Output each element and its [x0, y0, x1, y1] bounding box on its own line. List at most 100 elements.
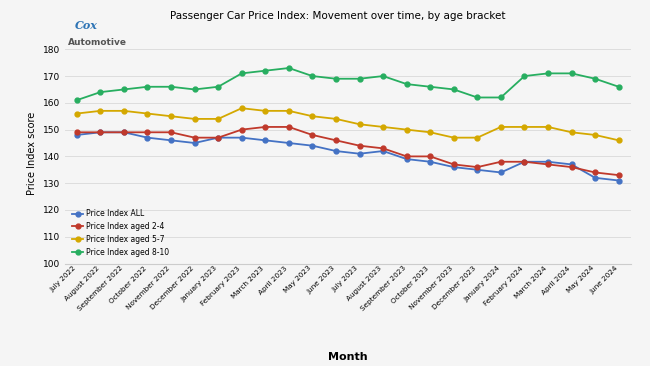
- Price Index ALL: [615, 178, 623, 183]
- Price Index aged 2-4: [544, 162, 552, 167]
- Price Index aged 2-4: [567, 165, 575, 169]
- Price Index aged 5-7: [403, 127, 411, 132]
- Price Index ALL: [426, 160, 434, 164]
- Price Index aged 5-7: [615, 138, 623, 142]
- Text: Passenger Car Price Index: Movement over time, by age bracket: Passenger Car Price Index: Movement over…: [170, 11, 506, 21]
- Price Index aged 8-10: [567, 71, 575, 75]
- Price Index aged 5-7: [285, 109, 292, 113]
- Price Index aged 2-4: [73, 130, 81, 134]
- Price Index aged 2-4: [473, 165, 481, 169]
- Price Index aged 2-4: [426, 154, 434, 158]
- Price Index aged 5-7: [567, 130, 575, 134]
- Price Index ALL: [214, 135, 222, 140]
- Price Index ALL: [285, 141, 292, 145]
- Price Index ALL: [356, 152, 363, 156]
- Price Index aged 5-7: [473, 135, 481, 140]
- Price Index aged 2-4: [167, 130, 175, 134]
- Price Index aged 8-10: [450, 87, 458, 92]
- Price Index ALL: [450, 165, 458, 169]
- Price Index aged 8-10: [144, 85, 151, 89]
- Price Index aged 8-10: [73, 98, 81, 102]
- Price Index ALL: [379, 149, 387, 153]
- Price Index ALL: [190, 141, 198, 145]
- Y-axis label: Price Index score: Price Index score: [27, 112, 37, 195]
- Price Index aged 8-10: [120, 87, 128, 92]
- Price Index aged 5-7: [426, 130, 434, 134]
- Price Index aged 8-10: [544, 71, 552, 75]
- Price Index aged 5-7: [238, 106, 246, 111]
- Price Index aged 2-4: [309, 133, 317, 137]
- Price Index aged 2-4: [144, 130, 151, 134]
- Price Index aged 5-7: [167, 114, 175, 119]
- Price Index aged 2-4: [120, 130, 128, 134]
- Price Index aged 2-4: [450, 162, 458, 167]
- Price Index aged 5-7: [214, 117, 222, 121]
- Price Index ALL: [309, 143, 317, 148]
- Price Index aged 5-7: [544, 125, 552, 129]
- Price Index ALL: [167, 138, 175, 142]
- Price Index ALL: [261, 138, 269, 142]
- Price Index aged 5-7: [120, 109, 128, 113]
- Price Index aged 8-10: [167, 85, 175, 89]
- Price Index ALL: [473, 168, 481, 172]
- Line: Price Index aged 5-7: Price Index aged 5-7: [74, 106, 621, 143]
- Price Index aged 8-10: [96, 90, 104, 94]
- Price Index aged 2-4: [261, 125, 269, 129]
- Price Index ALL: [544, 160, 552, 164]
- Price Index aged 2-4: [285, 125, 292, 129]
- Price Index aged 5-7: [497, 125, 505, 129]
- Price Index aged 2-4: [214, 135, 222, 140]
- Price Index ALL: [120, 130, 128, 134]
- Price Index aged 5-7: [592, 133, 599, 137]
- Price Index aged 5-7: [521, 125, 528, 129]
- Price Index aged 5-7: [332, 117, 340, 121]
- Price Index ALL: [238, 135, 246, 140]
- Price Index aged 8-10: [426, 85, 434, 89]
- Price Index ALL: [521, 160, 528, 164]
- Price Index ALL: [144, 135, 151, 140]
- Price Index aged 5-7: [190, 117, 198, 121]
- Price Index aged 8-10: [379, 74, 387, 78]
- Price Index aged 2-4: [356, 143, 363, 148]
- Price Index ALL: [73, 133, 81, 137]
- Price Index aged 5-7: [356, 122, 363, 127]
- Price Index aged 5-7: [73, 111, 81, 116]
- Text: Automotive: Automotive: [68, 38, 127, 48]
- Price Index aged 8-10: [403, 82, 411, 86]
- Price Index aged 2-4: [403, 154, 411, 158]
- Price Index aged 8-10: [521, 74, 528, 78]
- Price Index aged 5-7: [379, 125, 387, 129]
- Price Index aged 5-7: [261, 109, 269, 113]
- Price Index aged 2-4: [497, 160, 505, 164]
- Price Index aged 8-10: [309, 74, 317, 78]
- Line: Price Index aged 2-4: Price Index aged 2-4: [74, 124, 621, 178]
- Price Index aged 2-4: [521, 160, 528, 164]
- Price Index aged 8-10: [238, 71, 246, 75]
- Price Index ALL: [567, 162, 575, 167]
- Price Index ALL: [332, 149, 340, 153]
- Price Index aged 8-10: [214, 85, 222, 89]
- Price Index aged 2-4: [238, 127, 246, 132]
- Price Index aged 2-4: [96, 130, 104, 134]
- Legend: Price Index ALL, Price Index aged 2-4, Price Index aged 5-7, Price Index aged 8-: Price Index ALL, Price Index aged 2-4, P…: [69, 206, 172, 260]
- Price Index aged 5-7: [309, 114, 317, 119]
- Price Index aged 2-4: [615, 173, 623, 178]
- Price Index aged 8-10: [497, 95, 505, 100]
- Price Index ALL: [592, 176, 599, 180]
- Price Index aged 8-10: [356, 76, 363, 81]
- Price Index aged 8-10: [285, 66, 292, 70]
- Price Index aged 8-10: [332, 76, 340, 81]
- Price Index aged 5-7: [144, 111, 151, 116]
- Line: Price Index aged 8-10: Price Index aged 8-10: [74, 66, 621, 102]
- Price Index aged 2-4: [332, 138, 340, 142]
- Price Index aged 2-4: [379, 146, 387, 150]
- Price Index aged 8-10: [592, 76, 599, 81]
- Price Index aged 8-10: [615, 85, 623, 89]
- Price Index aged 8-10: [473, 95, 481, 100]
- Price Index ALL: [403, 157, 411, 161]
- Price Index ALL: [96, 130, 104, 134]
- Line: Price Index ALL: Price Index ALL: [74, 130, 621, 183]
- Text: Month: Month: [328, 352, 367, 362]
- Text: Cox: Cox: [75, 20, 98, 31]
- Price Index aged 8-10: [190, 87, 198, 92]
